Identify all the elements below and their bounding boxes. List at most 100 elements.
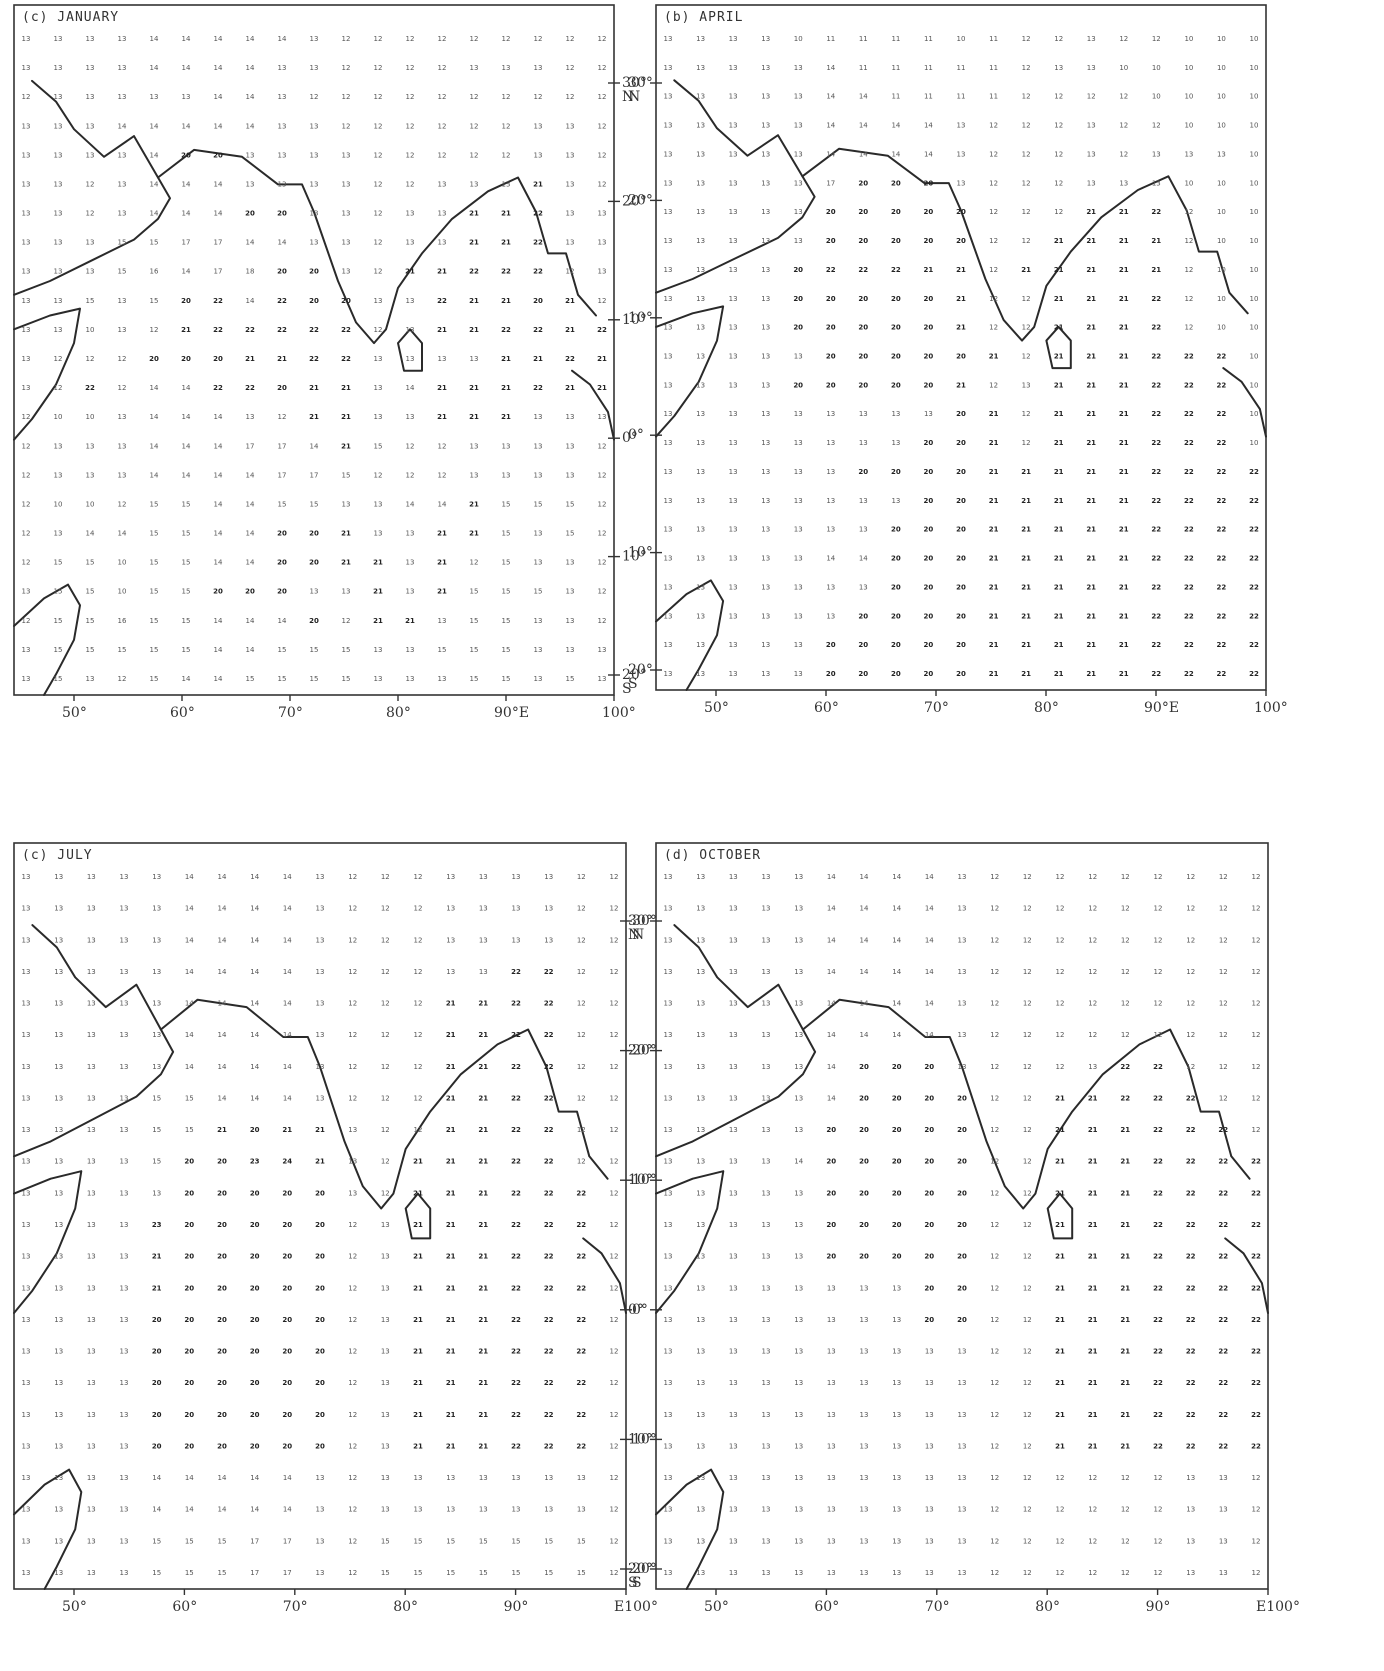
grid-value: 14 [859,122,868,130]
grid-value: 13 [859,439,868,447]
grid-value: 21 [1119,439,1129,447]
grid-value: 12 [342,35,351,43]
grid-value: 13 [577,1474,586,1482]
x-tick-label: 100° [602,705,636,721]
map-frame [13,842,627,1590]
grid-value: 15 [502,675,511,683]
grid-value: 14 [246,239,255,247]
grid-value: 14 [250,905,259,913]
grid-value: 13 [729,555,738,563]
grid-value: 13 [566,239,575,247]
grid-value: 14 [150,35,159,43]
grid-value: 21 [1088,1095,1098,1103]
y-tick-label: 0° [632,1302,648,1318]
grid-value: 15 [86,297,95,305]
grid-value: 20 [891,324,901,332]
grid-value: 20 [250,1348,260,1356]
grid-value: 12 [990,1095,999,1103]
grid-value: 21 [1086,641,1096,649]
grid-value: 13 [762,1031,771,1039]
grid-value: 14 [860,968,869,976]
coastline [397,328,423,372]
grid-value: 12 [989,324,998,332]
grid-value: 13 [1087,35,1096,43]
grid-value: 13 [761,324,770,332]
grid-value: 13 [794,905,803,913]
y-tick-label: S [628,1575,638,1591]
grid-value: 13 [544,1506,553,1514]
grid-value: 21 [989,526,999,534]
grid-value: 17 [214,239,223,247]
grid-value: 21 [413,1348,423,1356]
grid-value: 21 [989,468,999,476]
grid-value: 13 [87,1411,96,1419]
grid-value: 14 [185,968,194,976]
grid-value: 13 [22,35,31,43]
grid-value: 14 [859,555,868,563]
grid-value: 13 [729,1506,738,1514]
grid-value: 13 [152,1000,161,1008]
grid-value: 13 [406,239,415,247]
grid-value: 20 [245,588,255,596]
grid-value: 14 [150,64,159,72]
grid-value: 12 [374,326,383,334]
grid-value: 14 [218,1000,227,1008]
grid-value: 21 [446,1348,456,1356]
grid-value: 13 [696,1443,705,1451]
grid-value: 10 [1184,179,1193,187]
grid-value: 22 [511,1284,521,1292]
grid-value: 20 [184,1189,194,1197]
grid-value: 13 [534,675,543,683]
grid-value: 13 [54,442,63,450]
grid-value: 13 [761,151,770,159]
grid-value: 13 [22,239,31,247]
x-tick-label: 90° [504,1599,529,1615]
grid-value: 13 [22,1284,31,1292]
grid-value: 13 [479,1474,488,1482]
grid-value: 12 [1186,873,1195,881]
grid-value: 13 [470,355,479,363]
grid-value: 13 [761,237,770,245]
grid-value: 13 [696,237,705,245]
grid-value: 20 [924,1316,934,1324]
grid-value: 20 [184,1284,194,1292]
grid-value: 12 [1121,1000,1130,1008]
coastline [655,1468,725,1590]
grid-value: 12 [989,381,998,389]
grid-value: 20 [957,1095,967,1103]
grid-value: 20 [891,179,901,187]
grid-value: 12 [1023,936,1032,944]
grid-value: 21 [565,297,575,305]
grid-value: 22 [576,1221,586,1229]
grid-value: 22 [469,268,479,276]
grid-value: 12 [610,1126,619,1134]
grid-value: 13 [1186,1537,1195,1545]
grid-value: 13 [598,268,607,276]
grid-value: 20 [217,1158,227,1166]
grid-value: 13 [696,93,705,101]
panel-january: (c) JANUARY 13 13 13 13 14 14 14 14 14 13 12 12 12 12 1… [13,4,654,725]
grid-value: 21 [309,413,319,421]
grid-value: 12 [381,873,390,881]
grid-value: 13 [22,151,31,159]
grid-value: 13 [316,1031,325,1039]
grid-value: 13 [794,1474,803,1482]
grid-value: 21 [469,210,479,218]
grid-value: 21 [1086,353,1096,361]
grid-value: 12 [1154,1031,1163,1039]
grid-value: 10 [1217,35,1226,43]
grid-value: 14 [218,936,227,944]
grid-value: 21 [1120,1189,1130,1197]
grid-value: 12 [990,936,999,944]
grid-value: 22 [245,384,255,392]
grid-value: 12 [414,1095,423,1103]
grid-value: 14 [925,1000,934,1008]
grid-value: 12 [1154,1000,1163,1008]
grid-value: 20 [181,151,191,159]
grid-value: 15 [182,559,191,567]
grid-value: 13 [152,1189,161,1197]
grid-value: 14 [794,1158,803,1166]
grid-value: 22 [213,384,223,392]
grid-value: 10 [1250,410,1259,418]
grid-value: 12 [86,355,95,363]
